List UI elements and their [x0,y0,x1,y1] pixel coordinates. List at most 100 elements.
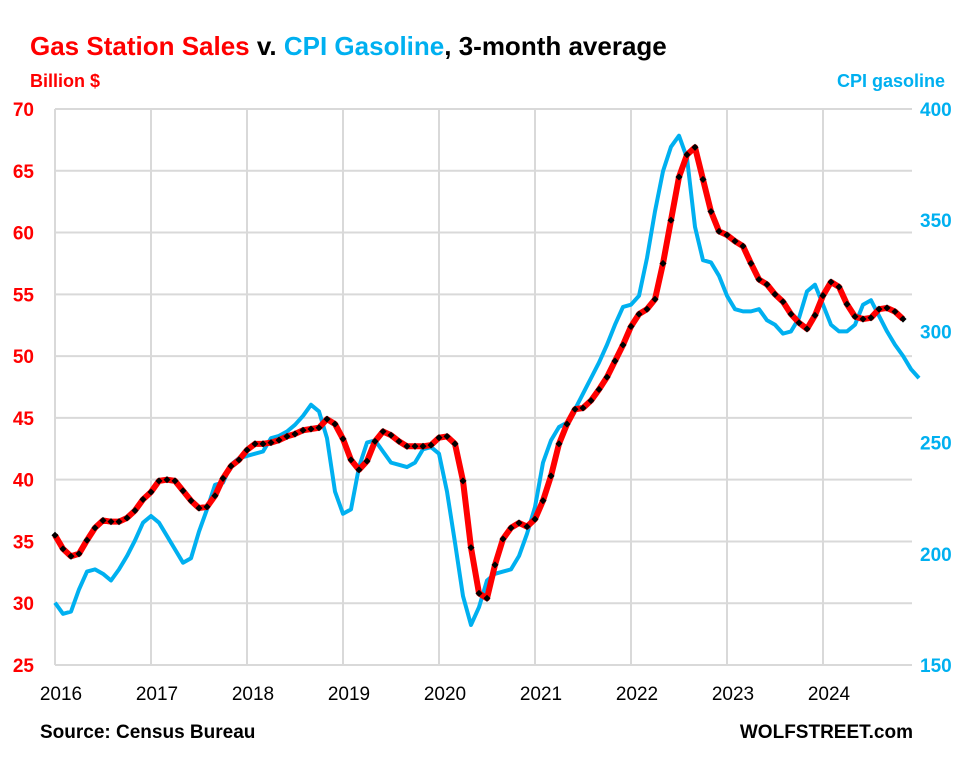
x-tick-label: 2016 [40,684,82,705]
right-tick-label: 200 [920,545,952,566]
sales-data-point [539,497,547,505]
sales-data-point [307,425,315,433]
x-tick-label: 2024 [808,684,851,705]
sales-data-point [363,457,371,465]
sales-data-point [827,278,835,286]
sales-data-point [779,298,787,306]
sales-data-point [667,216,675,224]
source-note: Source: Census Bureau [40,722,255,743]
sales-data-point [643,305,651,313]
right-tick-label: 300 [920,322,952,343]
left-tick-label: 60 [13,224,34,245]
sales-data-point [563,420,571,428]
sales-data-point [235,456,243,464]
sales-data-point [291,430,299,438]
sales-data-point [435,434,443,442]
x-tick-label: 2021 [520,684,562,705]
sales-data-point [747,259,755,267]
sales-data-point [59,545,67,553]
sales-data-point [491,561,499,569]
sales-data-point [651,295,659,303]
sales-data-point [115,518,123,526]
sales-data-point [123,514,131,522]
sales-data-point [611,357,619,365]
sales-data-point [515,519,523,527]
sales-data-point [475,589,483,597]
sales-data-point [723,231,731,239]
sales-data-point [811,311,819,319]
sales-data-point [763,280,771,288]
sales-data-point [683,151,691,159]
sales-data-point [571,405,579,413]
sales-data-point [523,523,531,531]
sales-data-point [891,308,899,316]
title-part-sales: Gas Station Sales [30,31,250,61]
sales-data-point [219,474,227,482]
sales-data-point [331,420,339,428]
sales-data-point [411,442,419,450]
right-axis-ticks: 400 350 300 250 200 150 [920,100,952,677]
sales-data-point [731,237,739,245]
sales-data-point [395,437,403,445]
sales-data-point [507,524,515,532]
sales-data-point [347,456,355,464]
sales-data-point [899,315,907,323]
sales-data-point [355,466,363,474]
sales-data-point [555,440,563,448]
sales-data-point [315,424,323,432]
left-axis-title: Billion $ [30,71,100,91]
sales-data-point [499,535,507,543]
sales-data-point [451,440,459,448]
sales-data-point [51,531,59,539]
sales-data-point [707,208,715,216]
sales-data-point [691,143,699,151]
sales-data-point [195,504,203,512]
cpi-gasoline-line [53,133,921,627]
sales-data-point [75,550,83,558]
sales-data-point [867,314,875,322]
sales-data-point [371,437,379,445]
sales-data-point [171,477,179,485]
sales-data-point [83,536,91,544]
sales-data-point [99,516,107,524]
left-axis-ticks: 70 65 60 55 50 45 40 35 30 25 [13,100,35,677]
sales-data-point [659,259,667,267]
left-tick-label: 40 [13,471,34,492]
sales-data-point [843,300,851,308]
title-part-vs: v. [250,31,284,61]
x-axis-ticks: 2016 2017 2018 2019 2020 2021 2022 2023 2024 [40,684,851,705]
right-tick-label: 350 [920,211,952,232]
sales-data-point [467,544,475,552]
sales-data-point [595,385,603,394]
sales-data-point [755,275,763,284]
sales-data-point [875,305,883,313]
sales-data-point [579,404,587,412]
series-layer [51,133,921,627]
sales-data-point [547,472,555,480]
left-tick-label: 45 [13,409,35,430]
sales-data-point [531,515,539,523]
sales-data-point [275,436,283,444]
sales-data-point [635,310,643,318]
sales-data-point [403,442,411,450]
sales-data-point [267,439,275,447]
sales-data-point [299,426,307,434]
left-tick-label: 25 [13,656,35,677]
sales-data-point [139,495,147,503]
sales-data-point [443,432,451,440]
right-tick-label: 150 [920,656,952,677]
sales-data-point [67,552,75,560]
sales-data-point [339,435,347,443]
title-part-cpi: CPI Gasoline [284,31,444,61]
sales-data-point [387,431,395,439]
sales-data-point [283,432,291,440]
sales-data-point [715,227,723,235]
sales-data-point [771,290,779,298]
x-tick-label: 2020 [424,684,466,705]
gridlines [54,108,912,666]
sales-data-point [323,415,331,423]
brand-label: WOLFSTREET.com [740,722,913,743]
sales-data-point [587,397,595,405]
sales-data-point [835,283,843,291]
